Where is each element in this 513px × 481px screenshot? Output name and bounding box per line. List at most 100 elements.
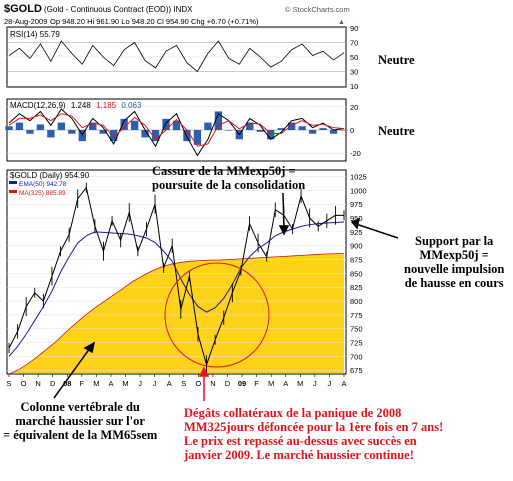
- price-tick-label: 1000: [350, 186, 367, 195]
- watermark: © StockCharts.com: [285, 5, 350, 14]
- rsi-tick-label: 30: [350, 68, 358, 77]
- x-tick-label: D: [50, 379, 56, 388]
- macd-histogram-bar: [89, 122, 97, 130]
- price-tick-label: 900: [350, 242, 363, 251]
- x-tick-label: A: [341, 379, 346, 388]
- price-line: [8, 186, 345, 367]
- macd-line: [8, 108, 345, 157]
- price-label: $GOLD (Daily) 954.90: [10, 171, 90, 180]
- x-tick-label: 09: [238, 379, 246, 388]
- macd-histogram-bar: [162, 118, 170, 130]
- signal-line: [8, 113, 345, 147]
- macd-histogram-bar: [78, 130, 86, 142]
- macd-histogram-bar: [141, 130, 149, 138]
- macd-histogram-bar: [214, 111, 223, 130]
- rsi-tick-label: 90: [350, 24, 358, 33]
- macd-histogram-bar: [319, 128, 327, 130]
- rsi-tick-label: 10: [350, 82, 358, 91]
- symbol-title: $GOLD: [4, 3, 42, 15]
- x-tick-label: O: [195, 379, 201, 388]
- macd-histogram-bar: [36, 124, 45, 130]
- macd-histogram-bar: [99, 130, 107, 134]
- rsi-tick-label: 70: [350, 39, 358, 48]
- macd-histogram-bar: [287, 122, 296, 130]
- price-tick-label: 950: [350, 214, 363, 223]
- x-tick-label: M: [122, 379, 128, 388]
- macd-histogram-bar: [277, 128, 285, 130]
- macd-tick-label: 20: [350, 103, 358, 112]
- macd-histogram-bar: [15, 122, 24, 130]
- macd-annotation: Neutre: [378, 124, 415, 138]
- rsi-series-line: [8, 40, 345, 73]
- macd-histogram-bar: [47, 130, 55, 138]
- macd-histogram-bar: [120, 118, 128, 130]
- macd-histogram-bar: [225, 130, 233, 131]
- header-date: 28-Aug-2009: [4, 17, 47, 26]
- x-tick-label: A: [283, 379, 288, 388]
- annotation-arrows: [53, 192, 399, 401]
- macd-histogram-bar: [172, 120, 181, 130]
- panic-highlight-circle: [164, 262, 270, 368]
- x-tick-label: D: [225, 379, 231, 388]
- macd-histogram-bar: [267, 130, 275, 140]
- x-tick-label: F: [80, 379, 85, 388]
- macd-histogram-bar: [308, 130, 317, 134]
- ema-legend: EMA(50) 942.78: [19, 181, 67, 188]
- rsi-label: RSI(14) 55.79: [10, 30, 60, 39]
- x-tick-label: J: [138, 379, 142, 388]
- ma-legend: MA(325) 885.89: [19, 190, 66, 197]
- price-tick-label: 925: [350, 228, 363, 237]
- annotation-colonne: Colonne vertébrale du marché haussier su…: [3, 400, 158, 442]
- x-tick-label: F: [254, 379, 259, 388]
- macd-histogram-bar: [110, 130, 118, 142]
- price-tick-label: 750: [350, 325, 363, 334]
- macd-histogram-bar: [329, 130, 338, 134]
- macd-histogram-bar: [204, 122, 212, 130]
- x-tick-label: A: [167, 379, 172, 388]
- x-tick-label: S: [181, 379, 186, 388]
- macd-histogram-bar: [26, 130, 34, 134]
- price-tick-label: 1025: [350, 173, 367, 182]
- x-tick-label: J: [313, 379, 317, 388]
- ma325-line: [8, 253, 345, 375]
- price-tick-label: 825: [350, 283, 363, 292]
- price-tick-label: 700: [350, 352, 363, 361]
- macd-histogram-bar: [151, 130, 160, 142]
- x-tick-label: A: [108, 379, 113, 388]
- macd-label: MACD(12,26,9) 1.248 1.185 0.063: [10, 101, 142, 110]
- macd-histogram-bar: [130, 120, 139, 130]
- macd-histogram-bar: [256, 130, 264, 132]
- macd-histogram-bar: [183, 130, 191, 142]
- x-tick-label: M: [93, 379, 99, 388]
- symbol-description: (Gold - Continuous Contract (EOD)) INDX: [44, 5, 193, 14]
- x-tick-label: O: [21, 379, 27, 388]
- header-quote: Op 948.20 Hi 961.90 Lo 948.20 Cl 954.90 …: [50, 17, 259, 26]
- annotation-cassure: Cassure de la MMexp50j = poursuite de la…: [152, 164, 306, 192]
- x-tick-label: J: [153, 379, 157, 388]
- price-tick-label: 875: [350, 256, 363, 265]
- x-tick-label: J: [328, 379, 332, 388]
- x-tick-label: N: [35, 379, 40, 388]
- macd-histogram-bar: [193, 130, 202, 145]
- x-tick-label: S: [6, 379, 11, 388]
- x-tick-label: M: [268, 379, 274, 388]
- price-tick-label: 975: [350, 200, 363, 209]
- macd-tick-label: 0: [350, 126, 354, 135]
- ema50-line: [8, 221, 345, 357]
- macd-histogram-bar: [57, 122, 66, 130]
- price-tick-label: 775: [350, 311, 363, 320]
- annotation-support: Support par la MMexp50j = nouvelle impul…: [404, 234, 505, 290]
- macd-histogram-bar: [68, 130, 76, 134]
- price-tick-label: 725: [350, 339, 363, 348]
- rsi-tick-label: 50: [350, 53, 358, 62]
- macd-tick-label: -20: [350, 149, 361, 158]
- price-tick-label: 675: [350, 366, 363, 375]
- chg-up-icon: ▲: [338, 19, 345, 26]
- macd-histogram-bar: [5, 126, 13, 130]
- x-tick-label: N: [210, 379, 215, 388]
- x-tick-label: 08: [63, 379, 71, 388]
- macd-histogram-bar: [298, 126, 306, 130]
- rsi-annotation: Neutre: [378, 53, 415, 67]
- price-tick-label: 800: [350, 297, 363, 306]
